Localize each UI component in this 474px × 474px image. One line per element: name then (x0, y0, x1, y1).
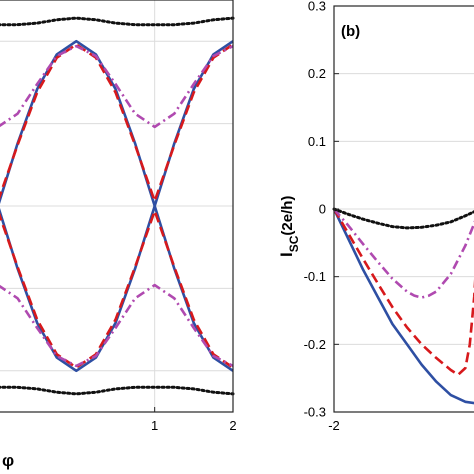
x-ticks-b: -2-10 (328, 407, 340, 433)
series-a (0, 16, 235, 396)
y-axis-label-b: ISC(2e/h) (277, 196, 301, 257)
y-tick-label-b: -0.2 (304, 337, 326, 352)
x-tick-label-b: -2 (328, 418, 340, 433)
y-axis-label-tail: (2e/h) (279, 196, 296, 236)
grid-a (0, 0, 234, 412)
x-tick-label-a: 2 (229, 418, 236, 433)
y-axis-label-main: I (277, 252, 296, 257)
panel-b: -2-10 -0.3 -0.2 -0.1 0 0.1 0.2 0.3 (b) ISC(2e/… (277, 0, 474, 433)
series-b-solid-blue (332, 208, 474, 405)
y-tick-label-b: -0.1 (304, 269, 326, 284)
series-a-dotted-black-lower (0, 385, 235, 396)
series-b-dashed-red (332, 208, 474, 377)
series-a-dashdot-purple-upper (0, 44, 234, 129)
series-b (332, 207, 474, 405)
axes-frame-a (0, 0, 234, 413)
series-a-dashdot-purple-lower (0, 283, 234, 368)
panel-label-b: (b) (341, 23, 360, 40)
series-a-dashed-red-lower (0, 209, 234, 369)
series-a-dotted-black-upper (0, 16, 235, 27)
series-a-solid-blue-upper (0, 39, 234, 208)
y-axis-label-sub: SC (287, 235, 301, 252)
series-a-dashed-red-upper (0, 43, 234, 203)
y-tick-label-b: -0.3 (304, 405, 326, 420)
series-b-dotted-black (332, 207, 474, 230)
x-axis-label-a: φ (2, 451, 14, 470)
y-tick-label-b: 0.1 (308, 134, 326, 149)
y-tick-label-b: 0.2 (308, 66, 326, 81)
x-tick-label-a: 1 (151, 418, 158, 433)
y-tick-label-b: 0 (319, 202, 326, 217)
grid-b (333, 5, 474, 413)
y-tick-label-b: 0.3 (308, 0, 326, 14)
series-a-solid-blue-lower (0, 204, 234, 373)
y-ticks-b: -0.3 -0.2 -0.1 0 0.1 0.2 0.3 (304, 0, 339, 420)
